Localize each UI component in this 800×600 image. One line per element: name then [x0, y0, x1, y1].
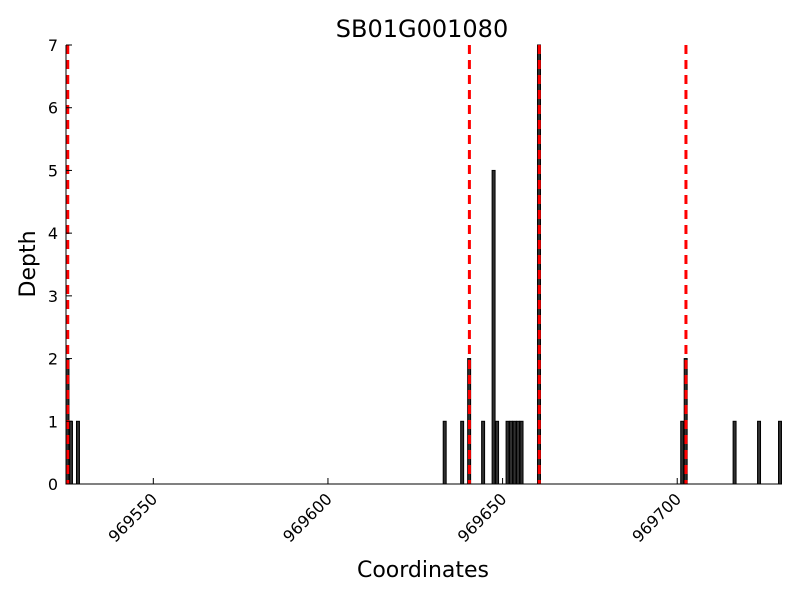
y-tick-label: 0: [48, 475, 58, 494]
depth-bar: [481, 420, 486, 485]
x-axis-title: Coordinates: [357, 558, 489, 583]
y-tick-label: 2: [48, 350, 58, 369]
axes-layer: [65, 45, 782, 485]
y-tick-label: 7: [48, 36, 58, 55]
depth-bar: [778, 420, 782, 485]
y-tick-label: 1: [48, 412, 58, 431]
depth-bar: [516, 420, 521, 485]
x-tick-label: 969700: [628, 489, 685, 546]
depth-bar: [505, 420, 510, 485]
y-axis-title: Depth: [16, 230, 41, 297]
y-tick-label: 5: [48, 161, 58, 180]
depth-bar: [491, 169, 496, 485]
x-tick-label: 969650: [454, 489, 511, 546]
depth-bar: [68, 420, 73, 485]
depth-bar: [509, 420, 514, 485]
chart-title: SB01G001080: [336, 15, 508, 43]
depth-bar: [495, 420, 500, 485]
depth-bar: [75, 420, 80, 485]
depth-bar: [442, 420, 447, 485]
ticks-layer: 0 1 2 3 4 5 6 7 969550 969600 969650 969700: [48, 36, 685, 546]
depth-bar: [512, 420, 517, 485]
x-tick-label: 969600: [279, 489, 336, 546]
y-tick-label: 4: [48, 224, 58, 243]
bars-layer: [65, 44, 782, 485]
depth-bar: [732, 420, 737, 485]
depth-bar: [757, 420, 762, 485]
reference-lines-layer: [66, 45, 688, 484]
depth-bar: [680, 420, 685, 485]
y-tick-label: 6: [48, 99, 58, 118]
y-tick-label: 3: [48, 287, 58, 306]
depth-bar: [519, 420, 524, 485]
x-tick-label: 969550: [105, 489, 162, 546]
depth-bar: [460, 420, 465, 485]
